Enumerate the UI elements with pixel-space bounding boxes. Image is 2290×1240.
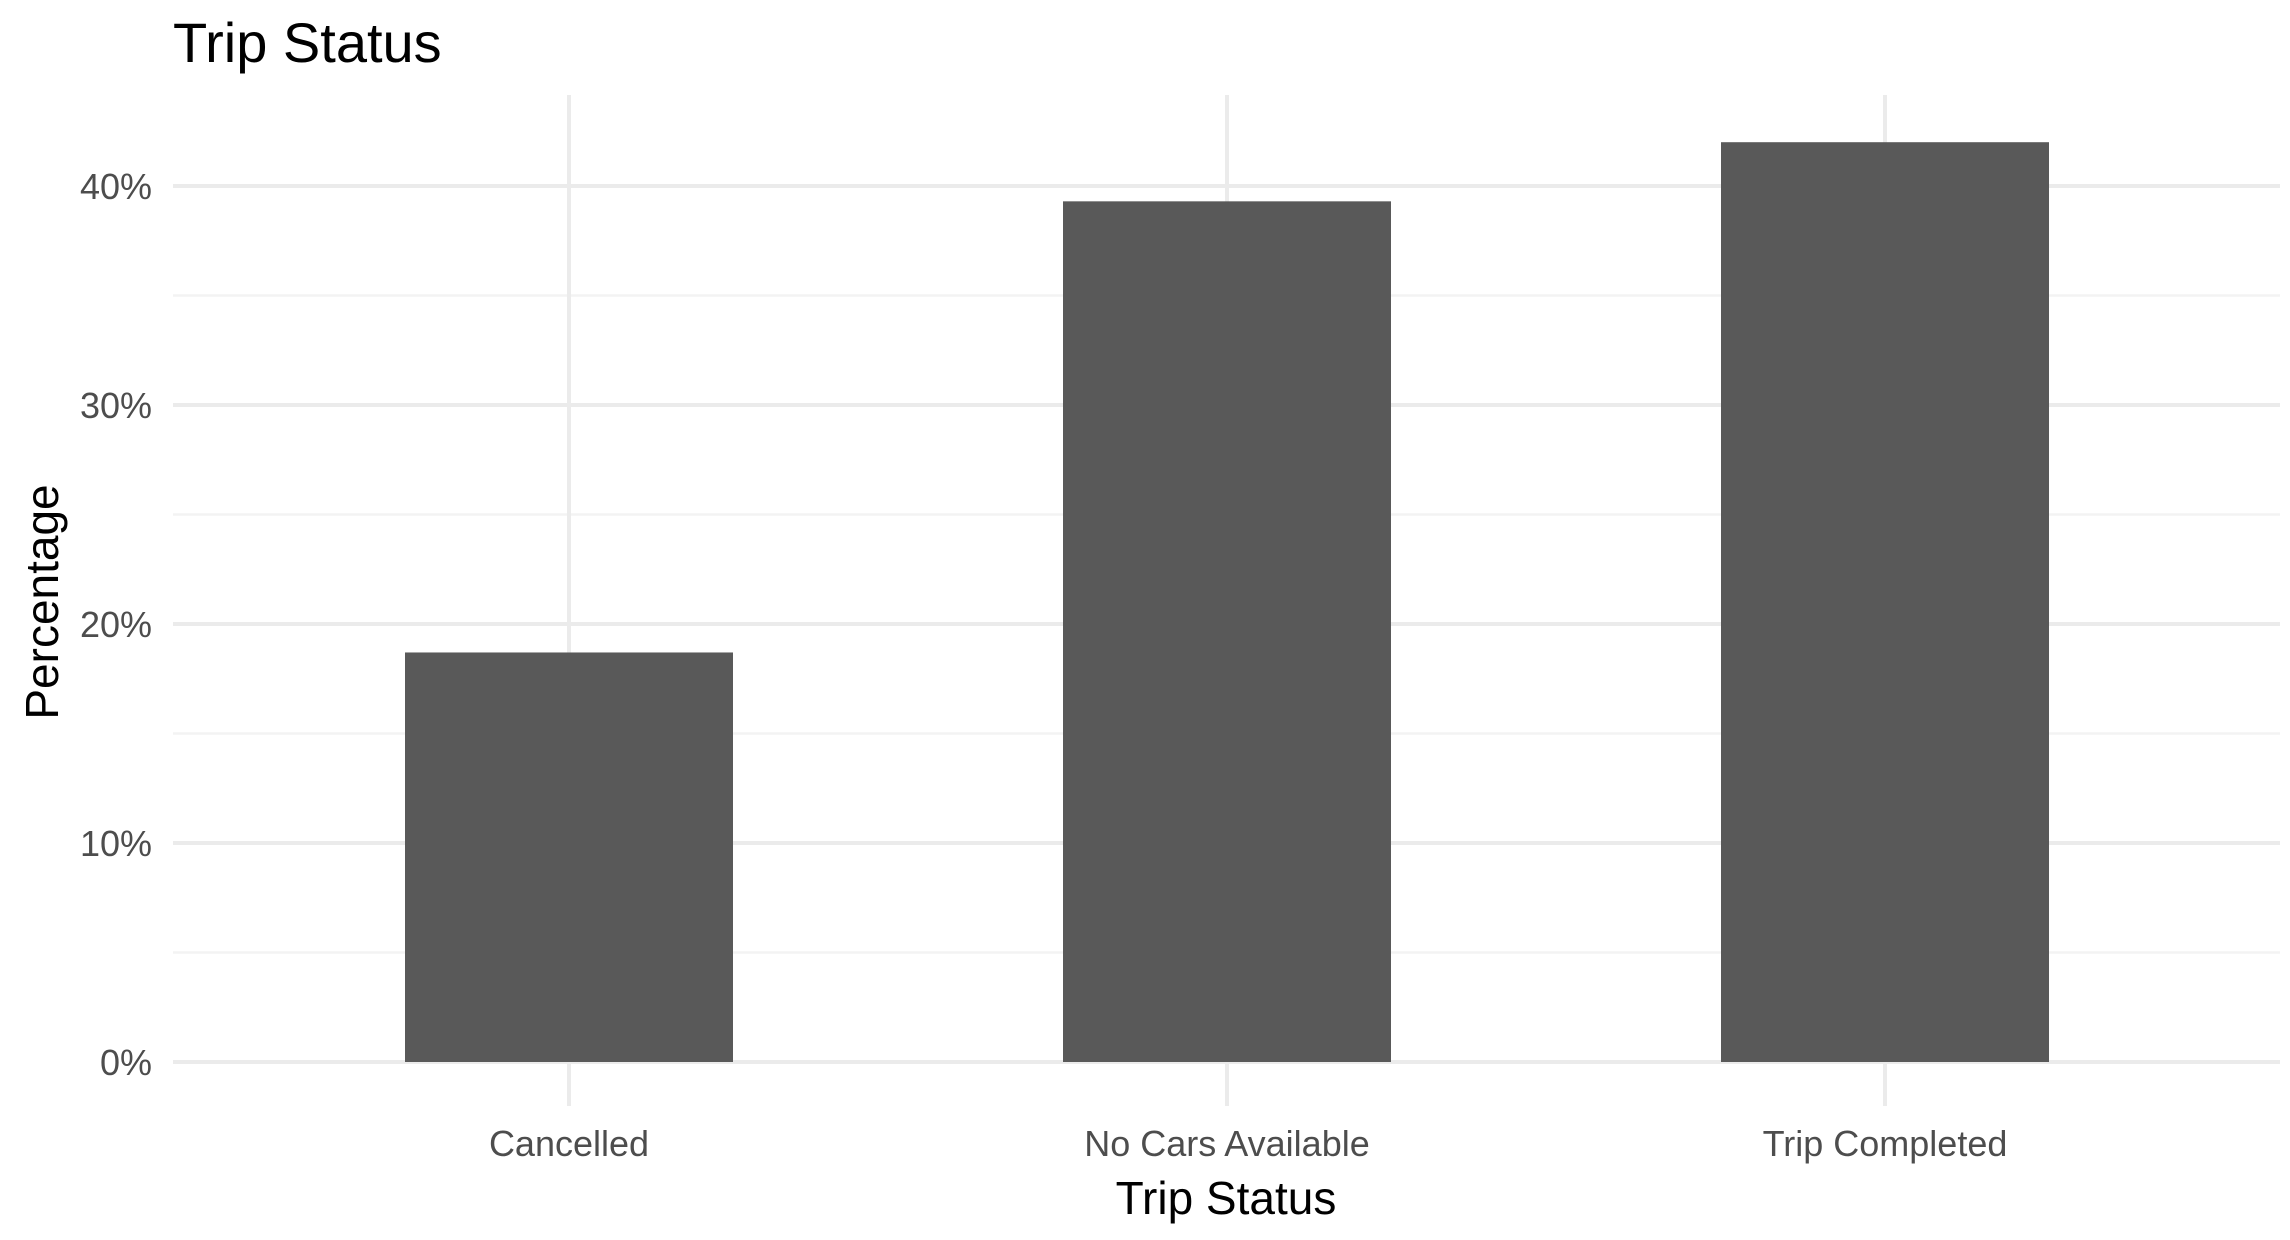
y-tick-label: 20% bbox=[80, 604, 152, 645]
x-tick-label: No Cars Available bbox=[1084, 1123, 1370, 1164]
bar-cancelled bbox=[405, 652, 733, 1062]
x-axis-title: Trip Status bbox=[1116, 1172, 1337, 1224]
bar-no-cars-available bbox=[1063, 201, 1391, 1062]
y-axis-title: Percentage bbox=[16, 484, 68, 719]
chart-title: Trip Status bbox=[173, 11, 442, 74]
bars bbox=[405, 142, 2049, 1062]
x-tick-labels: Cancelled No Cars Available Trip Completed bbox=[489, 1123, 2007, 1164]
x-tick-label: Trip Completed bbox=[1763, 1123, 2008, 1164]
y-tick-label: 30% bbox=[80, 385, 152, 426]
y-tick-label: 10% bbox=[80, 823, 152, 864]
y-tick-label: 0% bbox=[100, 1042, 152, 1083]
y-tick-label: 40% bbox=[80, 166, 152, 207]
bar-trip-completed bbox=[1721, 142, 2049, 1062]
y-tick-labels: 0% 10% 20% 30% 40% bbox=[80, 166, 152, 1083]
x-tick-label: Cancelled bbox=[489, 1123, 649, 1164]
